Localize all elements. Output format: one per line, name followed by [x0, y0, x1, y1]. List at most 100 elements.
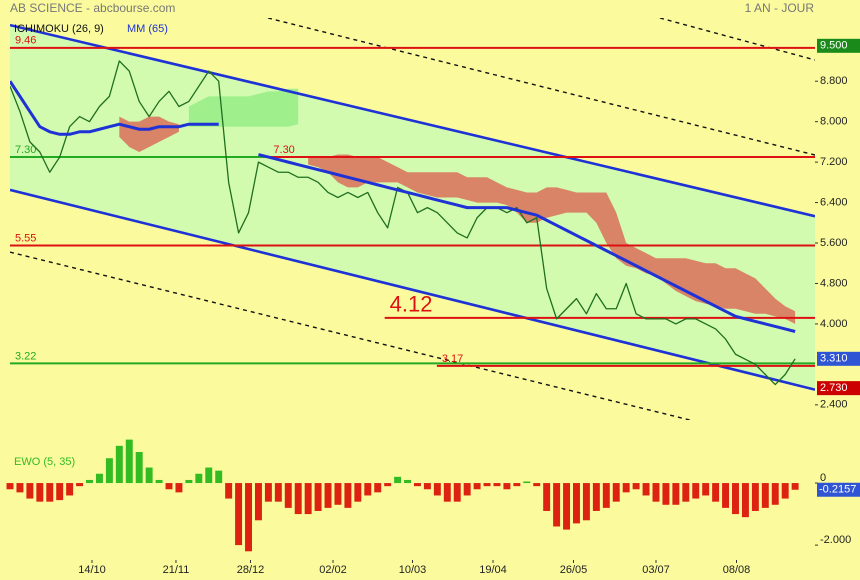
- ewo-bar: [36, 483, 44, 502]
- ewo-bar: [523, 481, 531, 484]
- ewo-bar: [463, 483, 471, 496]
- ewo-bar: [553, 483, 561, 527]
- y-tick-label: 5.600: [820, 237, 848, 249]
- ewo-bar: [682, 483, 690, 502]
- ewo-bar: [284, 483, 292, 508]
- ewo-bar: [354, 483, 362, 502]
- ewo-bar: [513, 483, 521, 487]
- x-tick-label: 02/02: [319, 564, 347, 576]
- ewo-bar: [6, 483, 14, 490]
- ewo-bar: [443, 483, 451, 502]
- level-label: 3.17: [442, 353, 463, 365]
- ewo-bar: [712, 483, 720, 502]
- ewo-bar: [394, 476, 402, 484]
- ewo-bar: [771, 483, 779, 505]
- ewo-bar: [165, 483, 173, 490]
- ewo-bar: [175, 483, 183, 493]
- ewo-bar: [741, 483, 749, 518]
- ewo-bar: [294, 483, 302, 515]
- ewo-bar: [374, 483, 382, 493]
- level-label: 9.46: [15, 35, 36, 47]
- ewo-bar: [672, 483, 680, 505]
- ewo-bar: [205, 467, 213, 484]
- ewo-bar: [573, 483, 580, 524]
- ma-line: [258, 153, 796, 333]
- ewo-bar: [702, 483, 710, 496]
- ewo-bar: [662, 483, 670, 505]
- price-panel: 9.46 7.30 7.30 5.55 4.12 3.22 3.17: [10, 18, 815, 420]
- ewo-bar: [195, 473, 203, 484]
- ewo-bar: [344, 483, 352, 508]
- price-tag: [817, 381, 860, 396]
- ewo-bar: [76, 483, 84, 487]
- x-tick-label: 21/11: [163, 564, 190, 576]
- ewo-bar: [652, 483, 660, 502]
- ewo-bar: [235, 483, 243, 546]
- trendline: [10, 23, 815, 218]
- y-tick-label: 2.400: [820, 399, 848, 411]
- ewo-bar: [364, 483, 372, 496]
- ewo-bar: [215, 470, 223, 484]
- ewo-bar: [334, 483, 342, 505]
- ewo-bar: [543, 483, 551, 511]
- ewo-bar: [533, 483, 541, 487]
- price-tag: [817, 38, 860, 53]
- ewo-title: EWO (5, 35): [14, 456, 75, 468]
- ichimoku-cloud: [308, 154, 796, 324]
- ewo-bar: [86, 479, 93, 484]
- ewo-y-tick-label: 0: [820, 472, 826, 484]
- trendline: [659, 18, 815, 61]
- chart-title: AB SCIENCE - abcbourse.com: [10, 1, 175, 15]
- trendline: [267, 18, 815, 156]
- x-tick-label: 26/05: [560, 564, 588, 576]
- axes: 2.400 4.000 4.800 5.600 6.400 7.200 8.000 8.800…: [78, 38, 860, 576]
- y-tick-label: 8.000: [820, 116, 848, 128]
- x-tick-label: 10/03: [399, 564, 427, 576]
- ewo-tag-label: -0.2157: [819, 484, 856, 496]
- ewo-bar: [225, 483, 233, 499]
- ewo-bar: [254, 483, 262, 521]
- price-tag-label: 3.310: [820, 353, 848, 365]
- legend-ichimoku: ICHIMOKU (26, 9): [14, 23, 104, 35]
- ewo-bar: [145, 467, 153, 484]
- ewo-bar: [473, 483, 481, 490]
- ewo-bar: [324, 483, 332, 508]
- price-tag: [817, 351, 860, 366]
- ewo-panel: [6, 439, 799, 552]
- ewo-y-tick-label: -2.000: [820, 534, 851, 546]
- price-tag-label: 9.500: [820, 40, 848, 52]
- level-label: 4.12: [390, 292, 433, 317]
- ma-line: [10, 80, 219, 136]
- ewo-bar: [761, 483, 769, 508]
- level-label: 7.30: [273, 144, 294, 156]
- ewo-bar: [602, 483, 610, 508]
- y-tick-label: 7.200: [820, 156, 848, 168]
- ewo-bar: [245, 483, 252, 552]
- ewo-bar: [105, 458, 113, 484]
- y-tick-label: 8.800: [820, 75, 848, 87]
- level-label: 7.30: [15, 144, 36, 156]
- ewo-bar: [66, 483, 74, 496]
- ewo-tag: [817, 482, 860, 497]
- ewo-bar: [483, 483, 491, 487]
- ewo-bar: [732, 483, 739, 515]
- trendline: [10, 188, 815, 391]
- ewo-bar: [413, 483, 421, 487]
- ewo-bar: [612, 483, 620, 502]
- ewo-bar: [692, 483, 700, 499]
- ewo-bar: [563, 483, 571, 530]
- ewo-bar: [384, 483, 392, 487]
- ewo-bar: [115, 445, 123, 484]
- x-tick-label: 08/08: [723, 564, 751, 576]
- y-tick-label: 4.000: [820, 318, 848, 330]
- ewo-bar: [95, 473, 103, 484]
- ewo-bar: [642, 483, 650, 496]
- ewo-bar: [46, 483, 54, 502]
- ewo-bar: [781, 483, 789, 499]
- x-tick-label: 19/04: [479, 564, 507, 576]
- ewo-bar: [493, 483, 501, 487]
- ewo-bar: [632, 483, 640, 490]
- x-tick-label: 14/10: [78, 564, 106, 576]
- y-tick-label: 4.800: [820, 277, 848, 289]
- ewo-bar: [26, 483, 34, 499]
